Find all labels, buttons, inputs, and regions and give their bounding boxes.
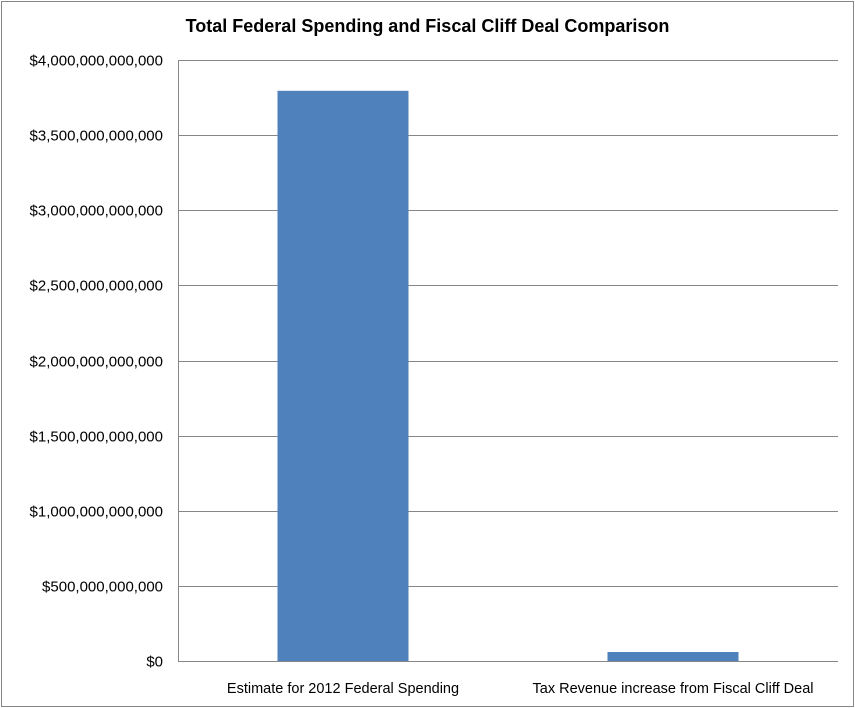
y-tick-label: $2,500,000,000,000 [30,278,163,295]
bar [607,651,739,661]
y-tick-label: $3,500,000,000,000 [30,128,163,145]
y-tick-label: $3,000,000,000,000 [30,203,163,220]
y-tick-label: $1,000,000,000,000 [30,504,163,521]
y-tick-label: $4,000,000,000,000 [30,53,163,70]
y-tick-label: $1,500,000,000,000 [30,429,163,446]
y-tick-label: $500,000,000,000 [42,579,163,596]
x-category-label: Tax Revenue increase from Fiscal Cliff D… [533,681,814,697]
gridlines [178,60,838,662]
y-tick-label: $0 [146,654,163,671]
y-axis-ticks: $0 $500,000,000,000 $1,000,000,000,000 $1,5… [30,53,163,671]
bar [277,90,409,661]
y-tick-label: $2,000,000,000,000 [30,354,163,371]
x-axis-categories: Estimate for 2012 Federal Spending Tax Re… [227,681,814,697]
bars [277,90,739,661]
chart-title: Total Federal Spending and Fiscal Cliff … [185,16,670,36]
x-category-label: Estimate for 2012 Federal Spending [227,681,459,697]
